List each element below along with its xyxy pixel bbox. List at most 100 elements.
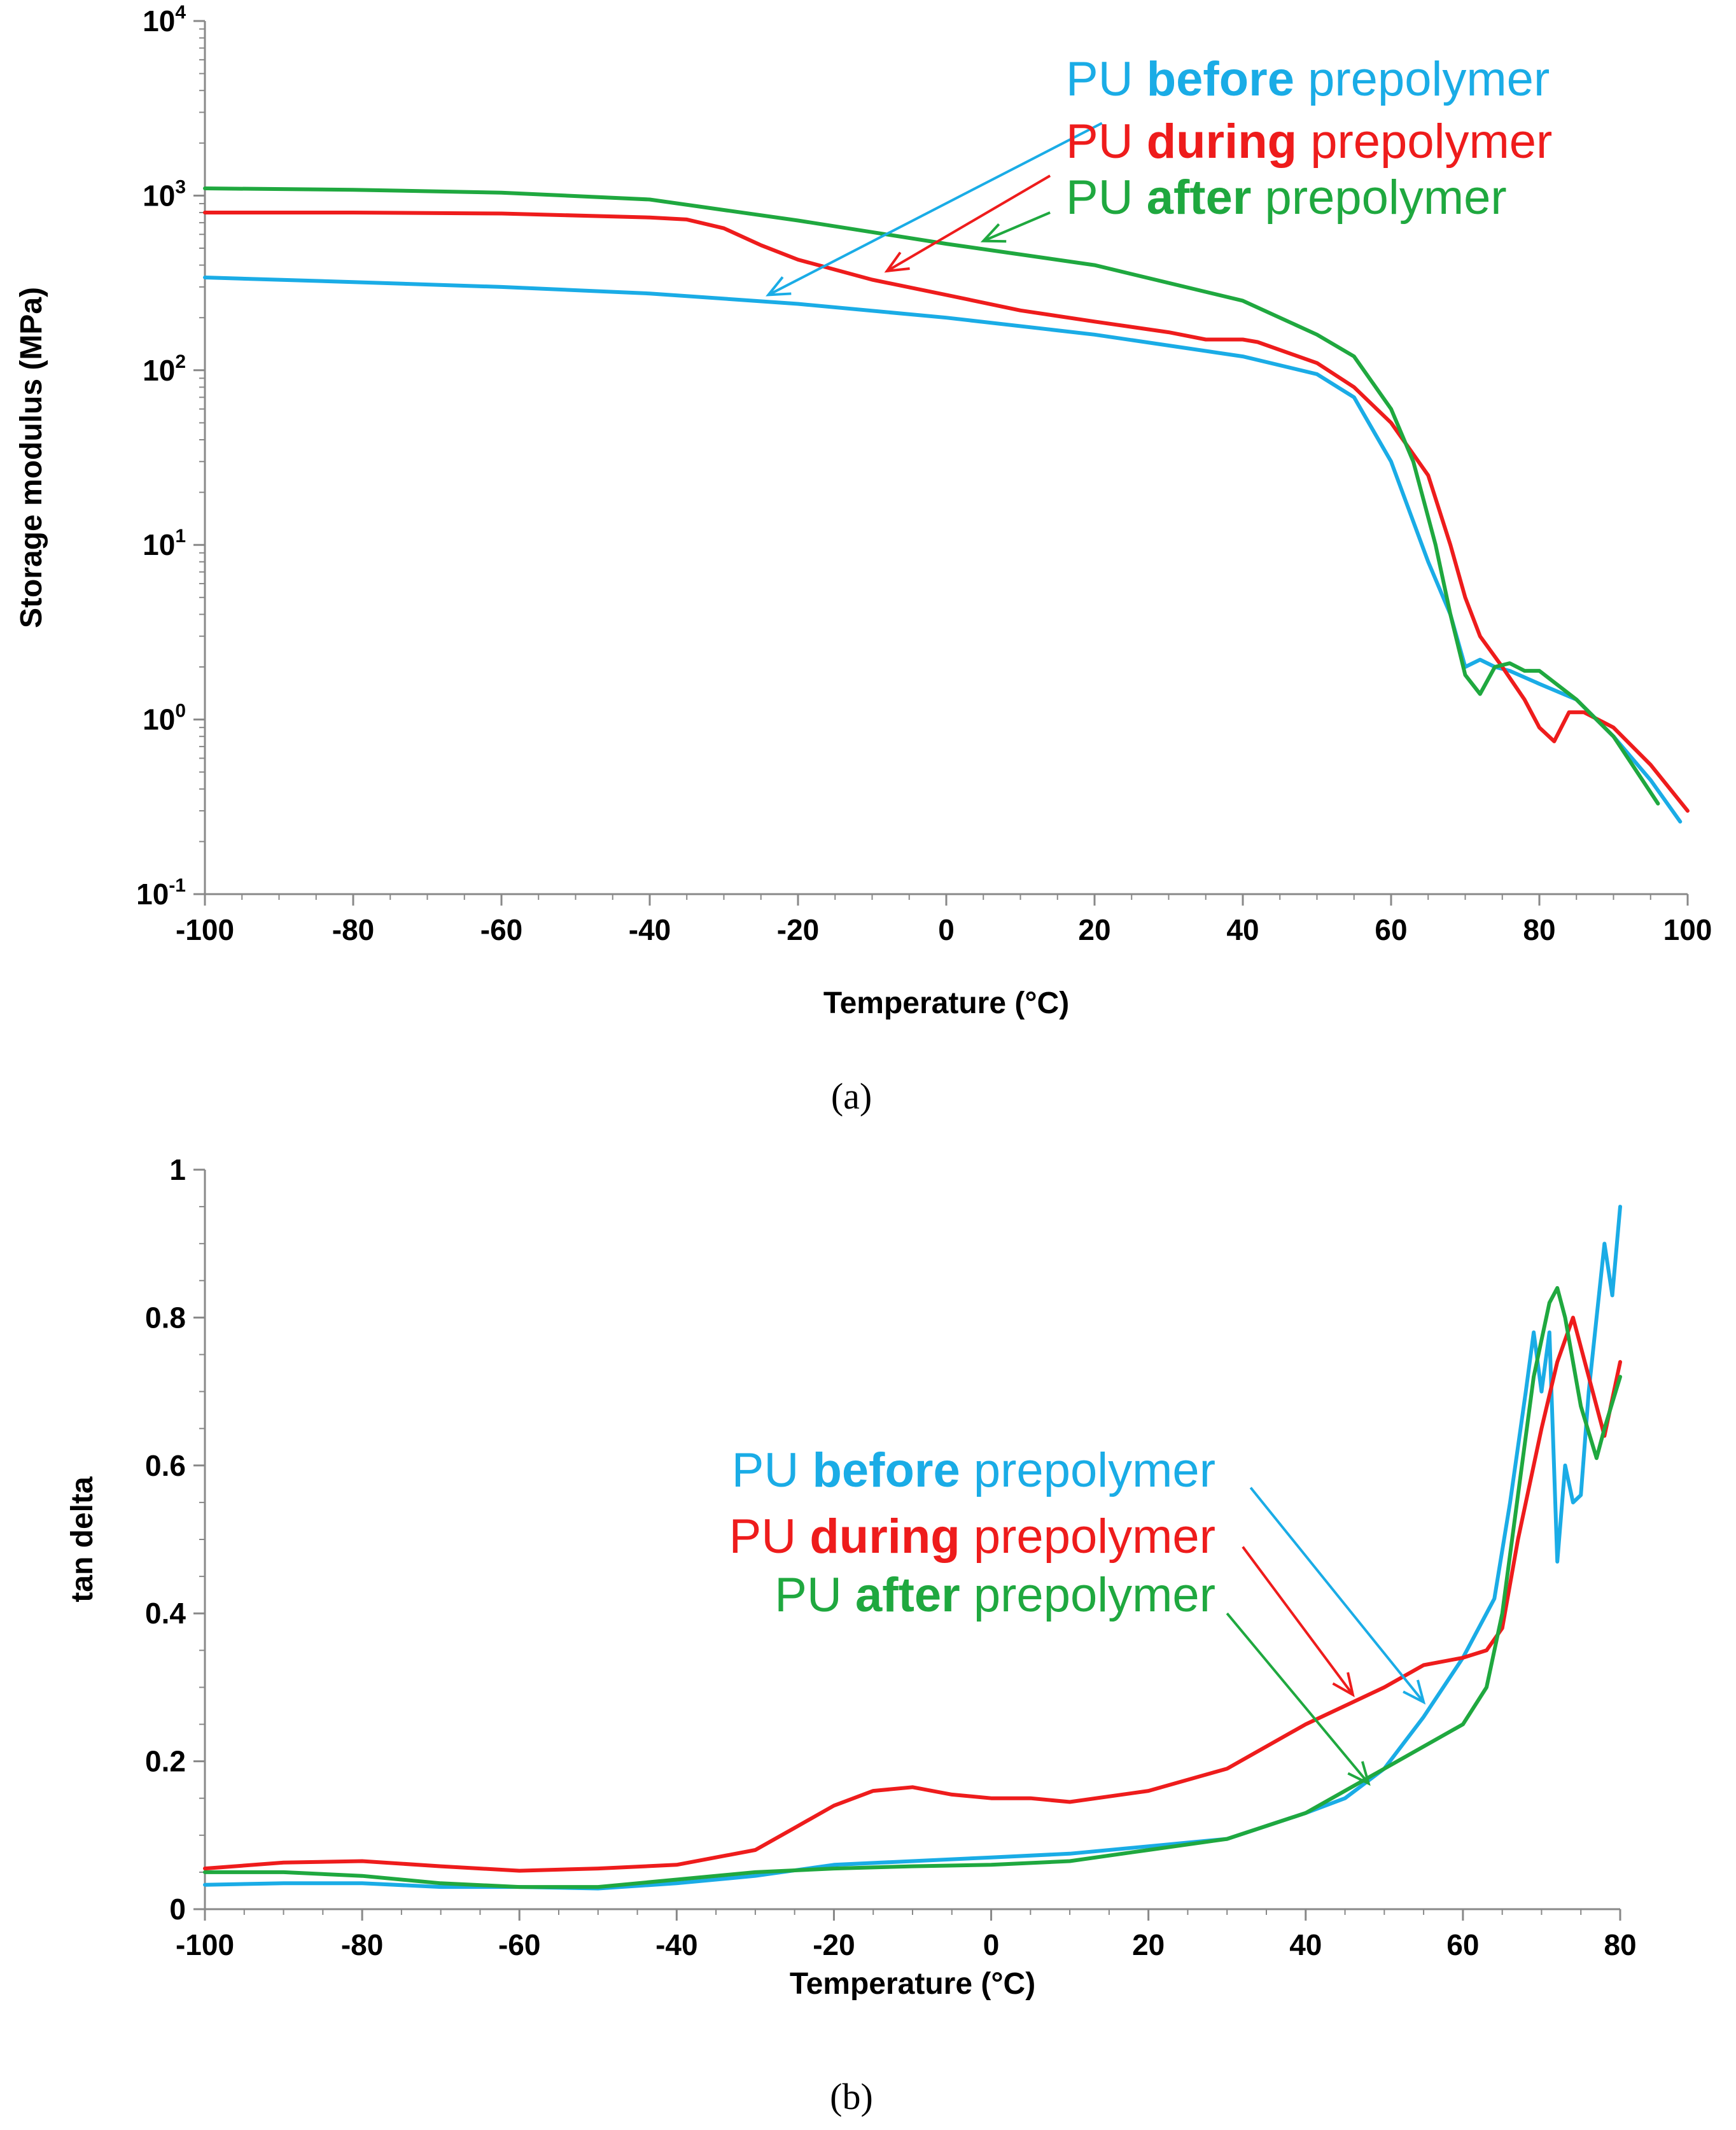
y-tick-base: 0 bbox=[169, 1893, 186, 1926]
series-line-before bbox=[203, 1205, 1622, 1891]
legend-prefix: PU bbox=[732, 1443, 813, 1497]
x-tick-label: 20 bbox=[1132, 1928, 1165, 1961]
arrow-head bbox=[1332, 1672, 1355, 1697]
series-line-during bbox=[203, 1315, 1622, 1873]
arrow-head bbox=[766, 276, 792, 297]
arrow-head bbox=[884, 251, 910, 273]
y-tick-label: 102 bbox=[143, 351, 186, 387]
y-tick-label: 0.2 bbox=[145, 1745, 186, 1778]
x-axis-title: Temperature (°C) bbox=[823, 986, 1069, 1020]
x-tick-label: -60 bbox=[498, 1928, 540, 1961]
legend-prefix: PU bbox=[1066, 171, 1147, 225]
y-tick-base: 0.8 bbox=[145, 1301, 186, 1334]
legend-bold: before bbox=[1147, 52, 1294, 106]
y-tick-base: 10 bbox=[143, 179, 175, 212]
x-tick-label: 20 bbox=[1078, 913, 1110, 946]
legend-arrow-during bbox=[884, 174, 1051, 273]
y-tick-exponent: -1 bbox=[169, 875, 186, 896]
legend-arrow-after bbox=[980, 211, 1051, 243]
legend-suffix: prepolymer bbox=[1251, 171, 1506, 225]
y-tick-label: 103 bbox=[143, 176, 186, 212]
y-tick-base: 10 bbox=[143, 528, 175, 561]
x-tick-label: -40 bbox=[655, 1928, 697, 1961]
caption: (a) bbox=[831, 1076, 872, 1117]
x-tick-label: -20 bbox=[813, 1928, 855, 1961]
x-tick-label: 40 bbox=[1289, 1928, 1322, 1961]
y-tick-label: 10-1 bbox=[136, 875, 186, 911]
x-tick-label: 0 bbox=[983, 1928, 1000, 1961]
legend-bold: during bbox=[809, 1510, 960, 1564]
legend-bold: after bbox=[855, 1568, 960, 1622]
chart-tan-delta: 0 0.2 0.4 0.6 0.8 1 -100 -80 -60 -40 -20 0 20 40 60 80 T… bbox=[66, 1153, 1637, 2117]
arrow-head bbox=[1347, 1761, 1371, 1786]
y-tick-exponent: 0 bbox=[175, 701, 186, 722]
y-tick-exponent: 4 bbox=[175, 2, 186, 23]
y-tick-label: 0 bbox=[169, 1893, 186, 1926]
legend-bold: before bbox=[812, 1443, 960, 1497]
arrow-shaft bbox=[983, 211, 1051, 242]
arrow-shaft bbox=[1226, 1612, 1370, 1784]
arrow-shaft bbox=[886, 174, 1051, 272]
legend-arrow-during bbox=[1242, 1546, 1355, 1697]
legend-prefix: PU bbox=[1066, 115, 1147, 169]
y-tick-base: 1 bbox=[169, 1153, 186, 1186]
legend-suffix: prepolymer bbox=[960, 1510, 1215, 1564]
x-tick-label: -80 bbox=[332, 913, 374, 946]
y-tick-base: 10 bbox=[143, 4, 175, 38]
legend-label-during: PU during prepolymer bbox=[729, 1510, 1215, 1564]
legend-label-after: PU after prepolymer bbox=[774, 1568, 1215, 1622]
y-tick-label: 100 bbox=[143, 701, 186, 736]
x-axis-title: Temperature (°C) bbox=[790, 1967, 1035, 2001]
arrow-head bbox=[1403, 1679, 1426, 1705]
y-tick-exponent: 1 bbox=[175, 526, 186, 547]
y-tick-label: 0.6 bbox=[145, 1449, 186, 1482]
x-tick-label: 100 bbox=[1663, 913, 1712, 946]
plot-area: 0 0.2 0.4 0.6 0.8 1 -100 -80 -60 -40 -20 0 20 40 60 80 T… bbox=[66, 1153, 1637, 2001]
legend-label-after: PU after prepolymer bbox=[1066, 171, 1507, 225]
x-tick-label: 60 bbox=[1446, 1928, 1479, 1961]
y-tick-label: 1 bbox=[169, 1153, 186, 1186]
y-tick-base: 0.2 bbox=[145, 1745, 186, 1778]
arrow-head bbox=[980, 223, 1007, 243]
x-tick-label: -80 bbox=[341, 1928, 383, 1961]
x-tick-label: 80 bbox=[1604, 1928, 1636, 1961]
x-tick-label: 60 bbox=[1375, 913, 1407, 946]
caption: (b) bbox=[830, 2076, 873, 2117]
x-tick-label: 40 bbox=[1226, 913, 1259, 946]
y-tick-label: 104 bbox=[143, 2, 186, 38]
series-line-during bbox=[203, 211, 1690, 813]
legend-prefix: PU bbox=[1066, 52, 1147, 106]
legend-arrow-before bbox=[766, 122, 1103, 297]
x-tick-label: -20 bbox=[777, 913, 819, 946]
series-line-before bbox=[203, 276, 1683, 824]
legend-suffix: prepolymer bbox=[1297, 115, 1552, 169]
arrow-shaft bbox=[1249, 1487, 1425, 1703]
legend-prefix: PU bbox=[774, 1568, 855, 1622]
legend-prefix: PU bbox=[729, 1510, 810, 1564]
y-axis-title: tan delta bbox=[66, 1476, 99, 1602]
legend-arrow-after bbox=[1226, 1612, 1371, 1786]
x-tick-label: -60 bbox=[480, 913, 522, 946]
legend-label-during: PU during prepolymer bbox=[1066, 115, 1552, 169]
y-tick-base: 10 bbox=[143, 703, 175, 736]
x-tick-label: -100 bbox=[176, 913, 234, 946]
x-tick-label: -40 bbox=[629, 913, 671, 946]
series-line-after bbox=[203, 1286, 1622, 1889]
y-tick-exponent: 3 bbox=[175, 176, 186, 197]
x-tick-label: 80 bbox=[1523, 913, 1555, 946]
arrow-shaft bbox=[767, 122, 1103, 297]
y-tick-exponent: 2 bbox=[175, 351, 186, 372]
legend-suffix: prepolymer bbox=[960, 1443, 1215, 1497]
y-tick-label: 101 bbox=[143, 526, 186, 561]
legend-suffix: prepolymer bbox=[1294, 52, 1550, 106]
y-tick-base: 10 bbox=[143, 354, 175, 387]
legend-bold: after bbox=[1147, 171, 1252, 225]
legend-bold: during bbox=[1147, 115, 1297, 169]
y-tick-base: 10 bbox=[136, 878, 169, 911]
x-tick-label: -100 bbox=[176, 1928, 234, 1961]
y-axis-title: Storage modulus (MPa) bbox=[15, 287, 48, 628]
legend-label-before: PU before prepolymer bbox=[732, 1443, 1215, 1497]
legend-arrow-before bbox=[1249, 1487, 1426, 1705]
